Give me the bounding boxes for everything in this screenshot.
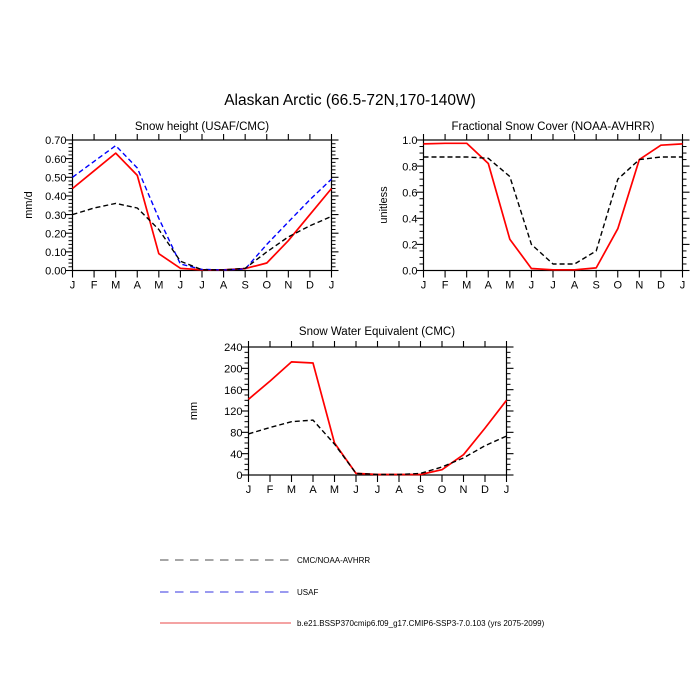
legend-label: CMC/NOAA-AVHRR (297, 555, 371, 565)
y-tick-label: 200 (224, 364, 242, 376)
legend-label: USAF (297, 587, 319, 597)
x-tick-label: D (306, 280, 314, 292)
b-e21-bssp370cmip6-f09-g17-cmip6-ssp3-7-0-103-yr-line (247, 361, 508, 476)
x-tick-label: J (199, 280, 205, 292)
snow-water-equivalent-title: Snow Water Equivalent (CMC) (298, 326, 456, 338)
x-tick-label: O (613, 280, 622, 292)
fractional-snow-cover-panel: 0.00.20.40.60.81.0J F M A M J J A S O N D J (402, 134, 690, 292)
x-tick-label: S (241, 280, 248, 292)
x-tick-label: S (417, 484, 424, 496)
x-tick-label: J (680, 280, 686, 292)
x-tick-label: F (267, 484, 274, 496)
x-tick-label: D (481, 484, 489, 496)
legend-item: b.e21.BSSP370cmip6.f09_g17.CMIP6-SSP3-7.… (159, 618, 544, 628)
y-tick-label: 0.00 (45, 266, 66, 278)
x-tick-label: J (246, 484, 252, 496)
legend-line-sample (160, 559, 291, 561)
legend-line-sample (160, 622, 291, 624)
x-tick-label: A (134, 280, 142, 292)
legend-item: CMC/NOAA-AVHRR (159, 555, 370, 565)
snow-height-title: Snow height (USAF/CMC) (134, 121, 270, 133)
x-tick-label: A (571, 280, 579, 292)
x-tick-label: M (111, 280, 120, 292)
y-tick-label: 0 (236, 470, 242, 482)
x-tick-label: J (421, 280, 427, 292)
y-tick-label: 0.4 (402, 213, 417, 225)
y-tick-label: 80 (230, 428, 242, 440)
x-tick-label: M (154, 280, 163, 292)
x-tick-label: J (504, 484, 510, 496)
snow-water-equivalent-panel: 0 40 80 120 160 200 240 J F M A M J J A S O N D J (224, 341, 514, 496)
x-tick-label: J (375, 484, 381, 496)
x-tick-label: N (635, 280, 643, 292)
snow-height-panel: 0.000.100.200.300.400.500.600.70J F M A M J J A… (45, 134, 339, 292)
x-tick-label: M (505, 280, 514, 292)
x-tick-label: F (442, 280, 449, 292)
x-tick-label: M (287, 484, 296, 496)
x-tick-label: J (329, 280, 335, 292)
x-tick-label: J (70, 280, 76, 292)
axes-box (71, 139, 333, 272)
x-tick-label: N (284, 280, 292, 292)
y-tick-label: 0.50 (45, 172, 66, 184)
x-tick-label: S (592, 280, 599, 292)
b-e21-bssp370cmip6-f09-g17-cmip6-ssp3-7-0-103-yr-line (71, 152, 333, 271)
y-tick-label: 0.10 (45, 247, 66, 259)
x-tick-label: O (438, 484, 447, 496)
x-tick-label: M (462, 280, 471, 292)
y-tick-label: 0.8 (402, 161, 417, 173)
y-tick-label: 1.0 (402, 135, 417, 147)
x-tick-label: J (529, 280, 535, 292)
legend-label: b.e21.BSSP370cmip6.f09_g17.CMIP6-SSP3-7.… (297, 618, 545, 628)
x-tick-label: A (309, 484, 317, 496)
fractional-snow-cover-title: Fractional Snow Cover (NOAA-AVHRR) (451, 121, 655, 133)
y-tick-label: 0.6 (402, 187, 417, 199)
x-tick-label: A (220, 280, 228, 292)
x-tick-label: N (460, 484, 468, 496)
usaf-line (72, 144, 332, 271)
x-tick-label: J (353, 484, 359, 496)
y-tick-label: 0.30 (45, 210, 66, 222)
x-tick-label: O (262, 280, 271, 292)
y-tick-label: 0.70 (45, 135, 66, 147)
y-tick-label: 120 (224, 406, 242, 418)
y-tick-label: 0.20 (45, 228, 66, 240)
cmc-noaa-avhrr-line (423, 156, 683, 265)
x-tick-label: A (395, 484, 403, 496)
y-tick-label: 0.60 (45, 154, 66, 166)
x-tick-label: M (330, 484, 339, 496)
legend-item: USAF (159, 587, 318, 597)
y-tick-label: 0.2 (402, 240, 417, 252)
legend-line-sample (160, 591, 291, 593)
y-tick-label: 40 (230, 449, 242, 461)
cmc-noaa-avhrr-line (72, 202, 332, 271)
y-tick-label: 0.0 (402, 266, 417, 278)
figure-title: Alaskan Arctic (66.5-72N,170-140W) (224, 92, 476, 109)
b-e21-bssp370cmip6-f09-g17-cmip6-ssp3-7-0-103-yr-line (423, 142, 683, 271)
x-tick-label: J (178, 280, 184, 292)
y-tick-label: 240 (224, 342, 242, 354)
x-tick-label: A (485, 280, 493, 292)
x-tick-label: F (91, 280, 98, 292)
y-tick-label: 160 (224, 385, 242, 397)
x-tick-label: J (550, 280, 556, 292)
cmc-noaa-avhrr-line (248, 419, 507, 476)
y-tick-label: 0.40 (45, 191, 66, 203)
x-tick-label: D (657, 280, 665, 292)
